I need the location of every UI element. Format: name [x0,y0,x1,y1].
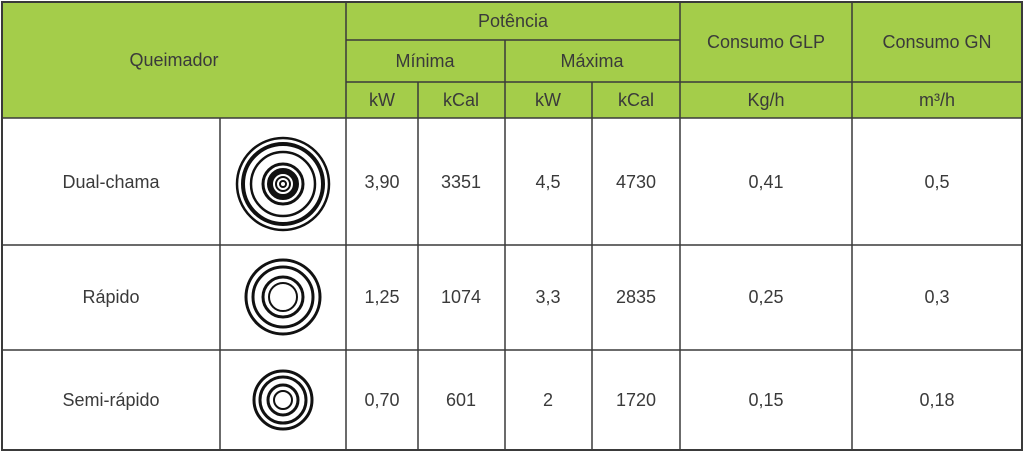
header-cell: Mínima [395,51,455,71]
unit-cell: kCal [443,90,479,110]
burner-icon [244,258,322,336]
value-cell: 0,3 [924,287,949,307]
burner-icon [235,136,331,232]
unit-cell: kCal [618,90,654,110]
value-cell: 0,18 [919,390,954,410]
value-cell: 3351 [441,172,481,192]
value-cell: 3,3 [535,287,560,307]
value-cell: 2 [543,390,553,410]
unit-cell: kW [369,90,395,110]
header-cell: Máxima [560,51,624,71]
value-cell: 1,25 [364,287,399,307]
value-cell: 601 [446,390,476,410]
value-cell: 0,15 [748,390,783,410]
unit-cell: m³/h [919,90,955,110]
burner-name: Rápido [82,287,139,307]
value-cell: 1074 [441,287,481,307]
unit-cell: kW [535,90,561,110]
value-cell: 0,5 [924,172,949,192]
unit-cell: Kg/h [747,90,784,110]
value-cell: 0,25 [748,287,783,307]
value-cell: 0,70 [364,390,399,410]
header-cell: Potência [478,11,549,31]
value-cell: 2835 [616,287,656,307]
burner-name: Semi-rápido [62,390,159,410]
header-cell: Queimador [129,50,218,70]
value-cell: 4,5 [535,172,560,192]
burner-name: Dual-chama [62,172,160,192]
header-cell: Consumo GLP [707,32,825,52]
value-cell: 3,90 [364,172,399,192]
value-cell: 0,41 [748,172,783,192]
value-cell: 4730 [616,172,656,192]
burner-icon [252,369,314,431]
header-cell: Consumo GN [882,32,991,52]
value-cell: 1720 [616,390,656,410]
